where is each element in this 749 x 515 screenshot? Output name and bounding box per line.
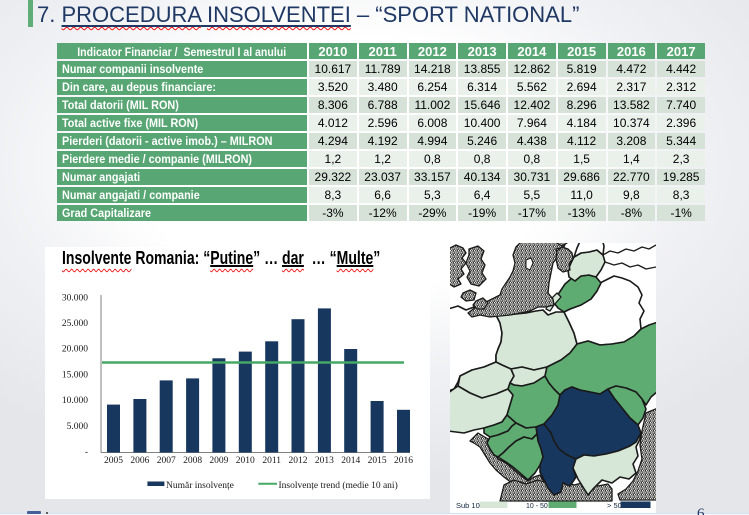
svg-text:2008: 2008 — [183, 456, 202, 466]
svg-text:30.000: 30.000 — [62, 293, 88, 303]
svg-text:Număr insolvențe: Număr insolvențe — [166, 481, 234, 491]
svg-text:2006: 2006 — [130, 456, 149, 466]
svg-text:2013: 2013 — [315, 456, 334, 466]
svg-text:20.000: 20.000 — [62, 345, 88, 355]
svg-text:> 50: > 50 — [607, 501, 622, 510]
svg-text:15.000: 15.000 — [62, 370, 88, 380]
svg-text:2010: 2010 — [236, 456, 255, 466]
svg-text:2005: 2005 — [104, 456, 123, 466]
svg-text:2015: 2015 — [368, 456, 387, 466]
svg-text:Insolvențe trend (medie 10 ani: Insolvențe trend (medie 10 ani) — [279, 480, 398, 491]
svg-text:2016: 2016 — [394, 456, 413, 466]
svg-text:25.000: 25.000 — [62, 319, 88, 329]
svg-text:10.000: 10.000 — [62, 396, 88, 406]
svg-text:-: - — [85, 448, 88, 458]
svg-text:5.000: 5.000 — [67, 422, 89, 432]
svg-text:10 - 50: 10 - 50 — [526, 503, 548, 510]
svg-text:2014: 2014 — [341, 456, 360, 466]
svg-text:2012: 2012 — [289, 456, 308, 466]
svg-text:2009: 2009 — [209, 456, 228, 466]
svg-text:Sub 10: Sub 10 — [456, 501, 480, 510]
svg-text:2007: 2007 — [157, 456, 176, 466]
svg-text:2011: 2011 — [262, 456, 281, 466]
